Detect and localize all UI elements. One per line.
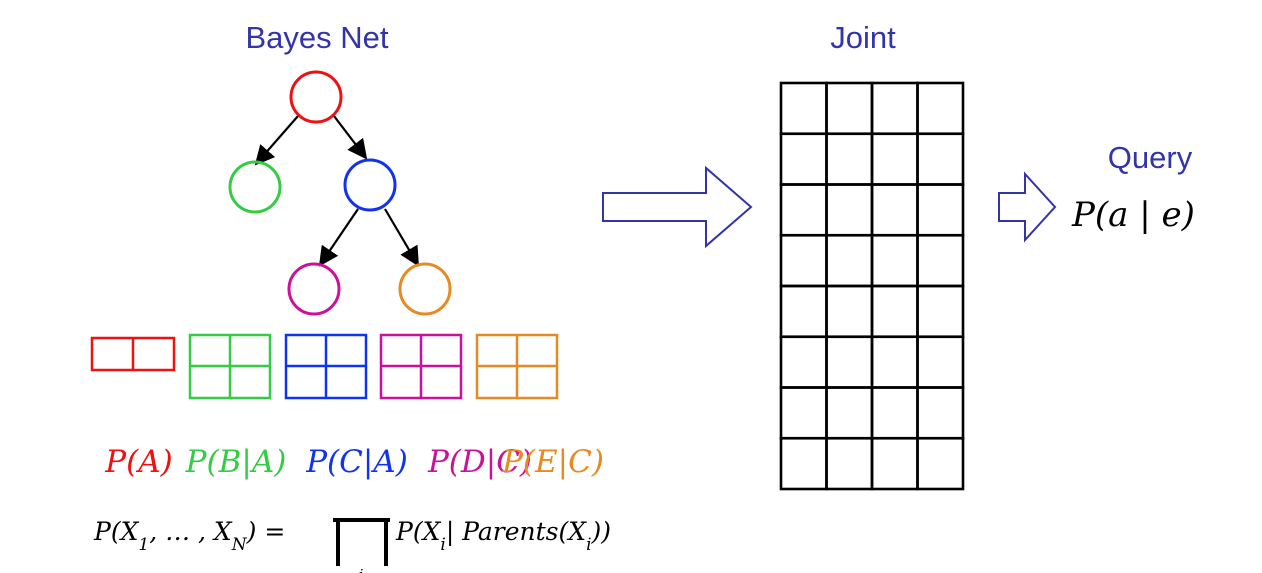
small-right-arrow [998,171,1057,243]
factor-label-a: P(A) [104,444,172,480]
joint-cell [779,81,828,136]
joint-cell [779,386,828,440]
joint-cell [825,284,874,339]
factor-table-a [90,336,176,372]
edge-a-b [254,115,299,166]
joint-cell [779,436,828,491]
node-a [289,70,343,124]
factor-labels: P(A) P(B|A) P(C|A) P(D|C) P(E|C) [104,444,604,480]
joint-cell [916,233,965,288]
product-symbol [333,518,390,566]
bayes-net-title: Bayes Net [245,20,388,55]
node-e [398,262,452,316]
edge-c-e [384,208,420,267]
bayes-net-edges [254,115,420,267]
joint-cell [870,436,919,491]
joint-cell [916,132,965,186]
factor-label-c: P(C|A) [305,444,408,480]
joint-cell [779,183,828,237]
bayes-net-nodes [228,70,452,316]
joint-cell [825,81,874,136]
product-formula: P(X1, … , XN) = i P(Xi| Parents(Xi)) [93,517,611,573]
joint-title: Joint [830,20,896,55]
node-d [287,262,341,316]
joint-cell [825,132,874,186]
factor-tables [90,333,559,400]
joint-cell [779,233,828,288]
edge-c-d [318,208,359,267]
joint-table [779,81,965,491]
joint-cell [916,386,965,440]
joint-cell [825,183,874,237]
joint-cell [825,386,874,440]
query-title: Query [1108,140,1193,175]
joint-cell [916,183,965,237]
joint-cell [916,81,965,136]
node-c [343,158,397,212]
factor-table-e [475,333,559,400]
joint-cell [870,335,919,389]
big-right-arrow [602,165,753,249]
joint-cell [779,132,828,186]
formula-rhs: P(Xi| Parents(Xi)) [395,517,611,555]
joint-cell [825,335,874,389]
joint-cell [870,132,919,186]
formula-product-index: i [359,566,364,573]
factor-table-d [379,333,463,400]
joint-cell [916,335,965,389]
query-expression: P(a | e) [1071,195,1195,235]
joint-cell [870,233,919,288]
joint-cell [825,436,874,491]
edge-a-c [333,115,368,160]
node-b [228,160,282,214]
factor-table-b [188,333,272,400]
joint-cell [870,284,919,339]
joint-cell [825,233,874,288]
joint-cell [916,436,965,491]
joint-cell [870,81,919,136]
joint-cell [779,335,828,389]
factor-label-e: P(E|C) [501,444,604,480]
joint-cell [779,284,828,339]
factor-label-d: P(D|C) [427,444,532,480]
formula-lhs: P(X1, … , XN) = [93,517,285,555]
joint-cell [916,284,965,339]
joint-cell [870,183,919,237]
factor-table-c [284,333,368,400]
factor-label-b: P(B|A) [185,444,287,480]
joint-cell [870,386,919,440]
